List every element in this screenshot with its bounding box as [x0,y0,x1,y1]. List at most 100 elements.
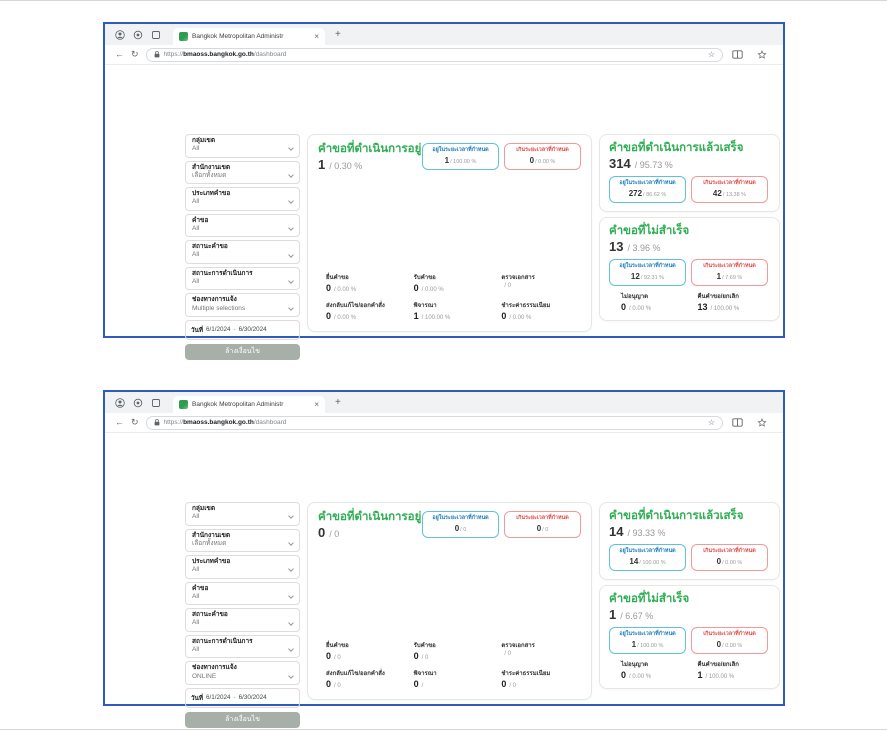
in-progress-percent: / 0 [329,529,340,540]
browser-tab[interactable]: Bangkok Metropolitan Administr × [173,28,325,45]
address-bar[interactable]: https://bmaoss.bangkok.go.th/dashboard ☆ [145,415,723,430]
overdue-badge: เกินระยะเวลาที่กำหนด 1/ 7.69 % [691,259,768,287]
tab-actions-icon[interactable] [149,28,163,42]
date-end-input[interactable]: 6/30/2024 [238,326,267,334]
banner-title: คำขอทั้งหมด [212,446,283,460]
favorites-icon[interactable] [755,416,769,430]
date-start-input[interactable]: 6/1/2024 [206,694,231,702]
lock-icon [154,51,160,58]
bookmark-star-icon[interactable]: ☆ [707,417,715,427]
badge-count: 0 [536,524,542,534]
browser-window: Bangkok Metropolitan Administr × + ← ↻ h… [103,22,785,360]
chevron-down-icon [288,304,294,311]
back-icon[interactable]: ← [115,417,124,427]
legend-item-consider: พิจารณา 0/ [406,668,494,689]
date-separator: - [233,694,236,702]
profile-icon[interactable] [113,396,127,410]
filter-request-type[interactable]: ประเภทคำขอ All [185,555,300,579]
badge-label: อยู่ในระยะเวลาที่กำหนด [432,515,489,521]
profile-icon[interactable] [113,28,127,42]
filter-value: Multiple selections [192,304,246,312]
filter-district-office[interactable]: สำนักงานเขต เลือกทั้งหมด [185,528,300,553]
badge-count: 0 [454,524,460,534]
split-screen-icon[interactable] [730,48,744,62]
legend-dot-icon [613,294,618,299]
filter-value: All [192,251,200,259]
address-bar[interactable]: https://bmaoss.bangkok.go.th/dashboard ☆ [145,47,723,62]
in-progress-count: 1 [318,157,326,173]
refresh-icon[interactable]: ↻ [131,49,139,59]
filter-value: All [192,566,200,574]
on-time-badge: อยู่ในระยะเวลาที่กำหนด 1/ 100.00 % [609,627,686,655]
tab-close-icon[interactable]: × [314,31,319,41]
new-tab-button[interactable]: + [335,28,341,40]
filter-request-type[interactable]: ประเภทคำขอ All [185,187,300,211]
split-screen-icon[interactable] [730,416,744,430]
filter-request-status[interactable]: สถานะคำขอ All [185,608,300,632]
legend-dot-icon [493,275,498,280]
clear-filters-button[interactable]: ล้างเงื่อนไข [185,711,300,728]
filter-value: All [192,592,200,600]
unsuccessful-legend: ไม่อนุญาต 0/ 0.00 % คืนคำขอ/ยกเลิก 1/ 10… [609,659,770,680]
chevron-down-icon [288,251,294,258]
date-end-input[interactable]: 6/30/2024 [238,694,267,702]
tab-actions-icon[interactable] [149,396,163,410]
filter-label: สถานะคำขอ [192,611,228,619]
overdue-badge: เกินระยะเวลาที่กำหนด 0/ 0 [504,511,581,539]
url-text: https://bmaoss.bangkok.go.th/dashboard [163,51,287,58]
back-icon[interactable]: ← [115,49,124,59]
badge-percent: / 0 [460,527,467,534]
workspaces-icon[interactable] [131,28,145,42]
legend-dot-icon [690,294,695,299]
legend-dot-icon [406,643,411,648]
date-separator: - [233,326,236,334]
overdue-badge: เกินระยะเวลาที่กำหนด 0/ 0.00 % [691,627,768,655]
tab-close-icon[interactable]: × [314,399,319,409]
filter-district-group[interactable]: กลุ่มเขต All [185,502,300,526]
filter-value: ONLINE [192,672,217,680]
date-start-input[interactable]: 6/1/2024 [206,326,231,334]
tab-title: Bangkok Metropolitan Administr [192,401,284,408]
chevron-down-icon [288,225,294,231]
chevron-down-icon [288,198,294,205]
completed-title: คำขอที่ดำเนินการแล้วเสร็จ [609,142,744,154]
clear-filters-button[interactable]: ล้างเงื่อนไข [185,343,300,360]
filter-operation-status[interactable]: สถานะการดำเนินการ All [185,266,300,291]
completed-count: 314 [609,156,631,172]
banner-title: คำขอทั้งหมด [212,78,283,92]
workspaces-icon[interactable] [131,396,145,410]
in-progress-bar-chart [318,182,581,244]
legend-item-submit: ยื่นคำขอ 0/ 0 [318,640,406,661]
filter-channel[interactable]: ช่องทางการแจ้ง ONLINE [185,661,300,685]
refresh-icon[interactable]: ↻ [131,417,139,427]
date-label: วันที่ [191,694,203,702]
chevron-down-icon [288,540,294,546]
filter-request[interactable]: คำขอ All [185,581,300,606]
in-progress-badges: อยู่ในระยะเวลาที่กำหนด 0/ 0 เกินระยะเวลา… [422,511,581,539]
tab-strip: Bangkok Metropolitan Administr × + [105,392,783,413]
filter-district-office[interactable]: สำนักงานเขต เลือกทั้งหมด [185,160,300,185]
filter-request[interactable]: คำขอ All [185,213,300,238]
browser-tab[interactable]: Bangkok Metropolitan Administr × [173,396,325,413]
filter-label: ประเภทคำขอ [192,558,231,566]
legend-item-return-for-edit: ส่งกลับแก้ไข/ออกคำสั่ง 0/ 0.00 % [318,300,406,321]
legend-dot-icon [613,662,618,667]
favorites-icon[interactable] [755,48,769,62]
filter-label: สถานะคำขอ [192,243,228,251]
legend-dot-icon [406,671,411,676]
filter-operation-status[interactable]: สถานะการดำเนินการ All [185,634,300,659]
chevron-down-icon [288,593,294,599]
chevron-down-icon [288,513,294,520]
filter-value: All [192,513,200,521]
unsuccessful-panel: คำขอที่ไม่สำเร็จ 13/ 3.96 % อยู่ในระยะเว… [599,217,780,322]
new-tab-button[interactable]: + [335,396,341,408]
in-progress-percent: / 0.30 % [329,161,363,172]
filter-channel[interactable]: ช่องทางการแจ้ง Multiple selections [185,293,300,317]
legend-dot-icon [406,303,411,308]
bookmark-star-icon[interactable]: ☆ [707,49,715,59]
filter-district-group[interactable]: กลุ่มเขต All [185,134,300,158]
filter-request-status[interactable]: สถานะคำขอ All [185,240,300,264]
frame-bottom-line [0,729,887,730]
tab-title: Bangkok Metropolitan Administr [192,33,284,40]
badge-label: เกินระยะเวลาที่กำหนด [516,147,569,153]
